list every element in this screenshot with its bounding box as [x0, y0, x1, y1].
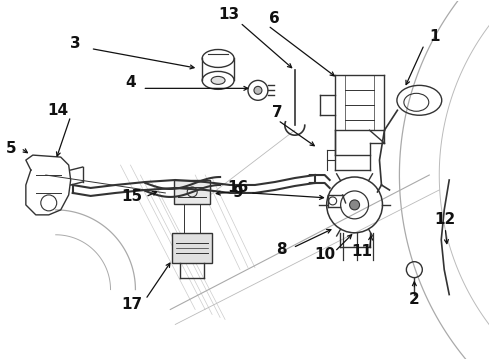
Text: 17: 17 — [121, 297, 142, 312]
Ellipse shape — [211, 76, 225, 84]
Text: 8: 8 — [276, 242, 287, 257]
Text: 7: 7 — [271, 105, 282, 120]
Text: 1: 1 — [429, 29, 440, 44]
Text: 16: 16 — [227, 180, 248, 195]
Text: 13: 13 — [219, 7, 240, 22]
Circle shape — [349, 200, 360, 210]
Text: 12: 12 — [435, 212, 456, 228]
Text: 6: 6 — [269, 11, 279, 26]
FancyBboxPatch shape — [174, 180, 210, 204]
Text: 11: 11 — [351, 244, 372, 259]
Text: 15: 15 — [121, 189, 142, 204]
FancyBboxPatch shape — [172, 233, 212, 263]
Text: 5: 5 — [5, 141, 16, 156]
Circle shape — [254, 86, 262, 94]
Text: 2: 2 — [409, 292, 420, 307]
Text: 3: 3 — [71, 36, 81, 51]
Text: 10: 10 — [314, 247, 335, 262]
Text: 9: 9 — [233, 185, 244, 201]
Text: 14: 14 — [47, 103, 68, 118]
Text: 4: 4 — [125, 75, 136, 90]
